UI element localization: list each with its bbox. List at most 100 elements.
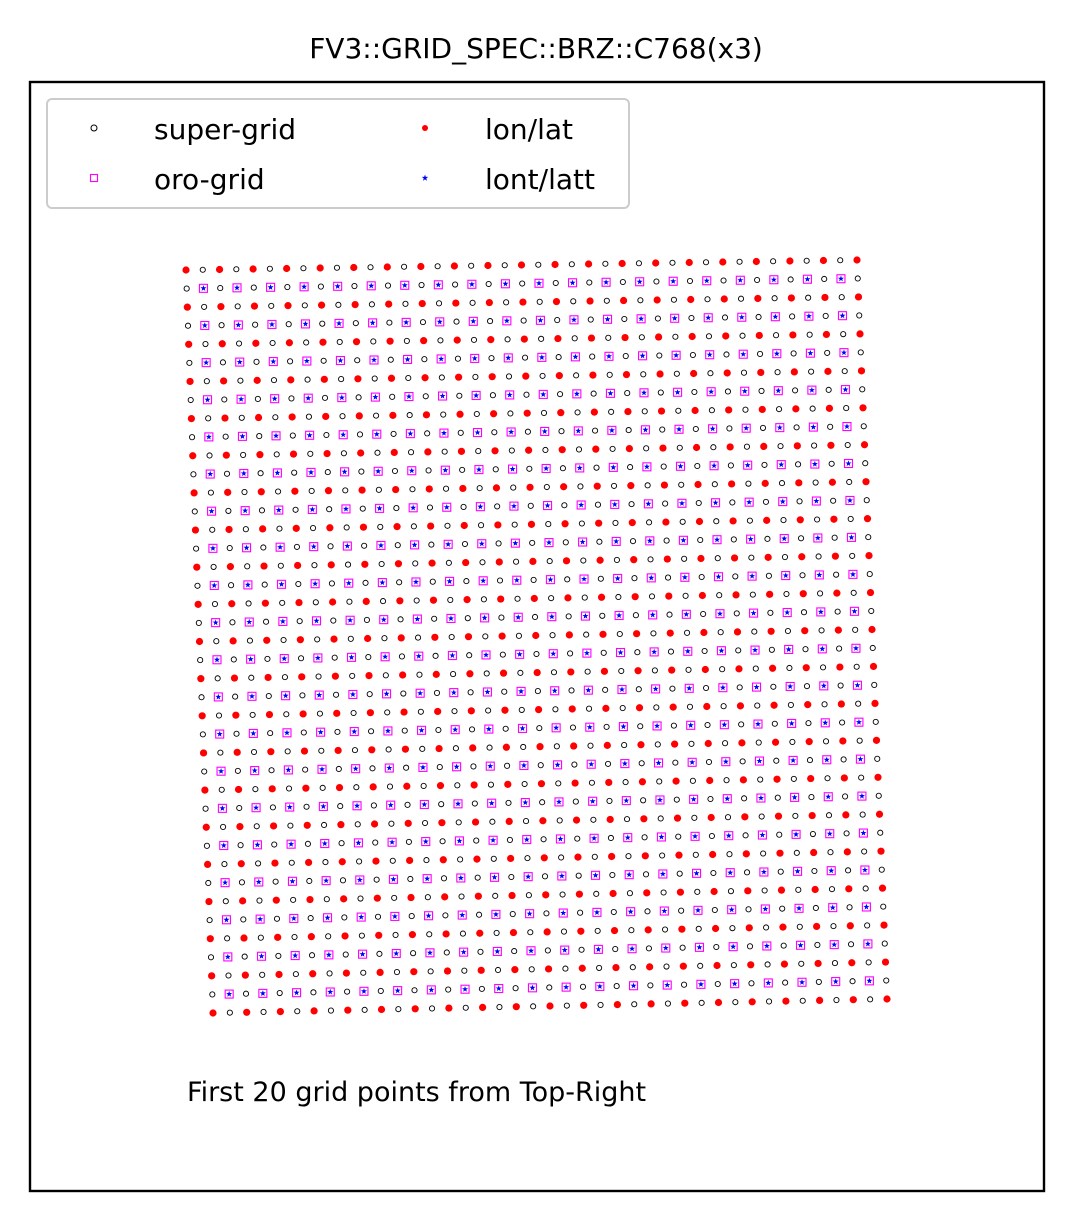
super-grid-marker (232, 693, 239, 700)
super-grid-marker (378, 560, 385, 568)
grid-point (376, 950, 383, 957)
super-grid-marker (291, 933, 298, 941)
grid-point (284, 748, 291, 755)
lont-latt-marker (415, 652, 422, 659)
lon-lat-marker (564, 594, 572, 602)
grid-point (453, 336, 461, 344)
super-grid-marker (285, 321, 292, 328)
lon-lat-marker (723, 369, 731, 377)
oro-grid-marker (356, 912, 366, 922)
lont-latt-marker (438, 355, 445, 362)
super-grid-marker (645, 945, 652, 952)
lont-latt-marker (425, 912, 432, 919)
oro-grid-marker (414, 651, 424, 661)
grid-point (604, 760, 612, 767)
super-grid-marker (849, 978, 856, 985)
oro-grid-marker (648, 610, 658, 620)
super-grid-marker (382, 672, 389, 679)
lon-lat-marker (487, 336, 495, 344)
grid-point (621, 742, 628, 749)
grid-point (769, 664, 777, 672)
lon-lat-marker (796, 516, 804, 524)
grid-point (366, 691, 373, 698)
grid-point (610, 482, 618, 489)
grid-point (800, 609, 808, 616)
grid-point (854, 275, 861, 282)
super-grid-marker (650, 630, 657, 637)
lon-lat-marker (492, 484, 501, 492)
grid-point (530, 1003, 537, 1010)
oro-grid-marker (749, 608, 759, 618)
lont-latt-marker (760, 868, 767, 875)
grid-point (818, 627, 825, 634)
lont-latt-marker (323, 877, 330, 884)
grid-point (650, 630, 657, 637)
grid-point (869, 644, 876, 652)
lont-latt-marker (611, 501, 618, 507)
oro-grid-marker (417, 725, 427, 735)
grid-point (266, 282, 276, 292)
grid-point (833, 589, 841, 597)
grid-point (580, 611, 591, 621)
super-grid-marker (815, 978, 822, 985)
grid-point (658, 869, 668, 879)
grid-point (648, 593, 656, 600)
lon-lat-marker (221, 414, 229, 422)
super-grid-marker (518, 706, 525, 713)
grid-point (574, 835, 581, 842)
oro-grid-marker (405, 429, 415, 439)
lont-latt-marker (796, 905, 803, 911)
super-grid-marker (368, 728, 375, 735)
super-grid-marker (822, 738, 830, 745)
super-grid-marker (628, 927, 635, 934)
super-grid-marker (369, 765, 376, 772)
oro-grid-marker (686, 720, 696, 730)
grid-point (769, 275, 779, 285)
grid-point (468, 726, 476, 733)
lon-lat-marker (703, 702, 711, 711)
super-grid-marker (631, 1001, 638, 1008)
super-grid-marker (703, 684, 710, 692)
grid-point (822, 738, 830, 745)
lon-lat-marker (827, 441, 835, 449)
lont-latt-marker (728, 906, 735, 913)
grid-point (510, 538, 520, 548)
super-grid-marker (236, 804, 243, 812)
lont-latt-marker (453, 763, 460, 770)
grid-point (622, 352, 629, 360)
super-grid-marker (868, 607, 875, 615)
grid-point (489, 872, 500, 882)
oro-grid-marker (760, 904, 770, 914)
grid-point (740, 369, 748, 376)
grid-point (514, 595, 521, 602)
grid-point (185, 340, 193, 348)
grid-point (536, 743, 544, 751)
super-grid-marker (770, 683, 777, 690)
grid-point (323, 431, 330, 439)
grid-point (283, 765, 293, 775)
lont-latt-marker (626, 871, 633, 878)
lont-latt-marker (286, 803, 293, 810)
super-grid-marker (842, 793, 849, 800)
oro-grid-marker (659, 906, 669, 916)
oro-grid-marker (335, 355, 345, 366)
super-grid-marker (688, 314, 695, 322)
lon-lat-marker (330, 635, 338, 643)
grid-point (606, 797, 613, 804)
oro-grid-marker (258, 988, 268, 998)
super-grid-marker (361, 542, 368, 549)
grid-point (676, 444, 683, 451)
super-grid-marker (263, 618, 270, 625)
grid-point (486, 744, 493, 751)
grid-point (798, 960, 805, 967)
lont-latt-marker (238, 396, 245, 402)
oro-grid-marker (412, 614, 422, 624)
grid-point (202, 805, 209, 812)
grid-point (573, 372, 580, 379)
oro-grid-marker (505, 390, 515, 400)
grid-point (736, 258, 743, 265)
grid-point (780, 960, 789, 968)
grid-point (585, 722, 595, 732)
lont-latt-marker (401, 282, 408, 288)
grid-point (285, 785, 293, 792)
